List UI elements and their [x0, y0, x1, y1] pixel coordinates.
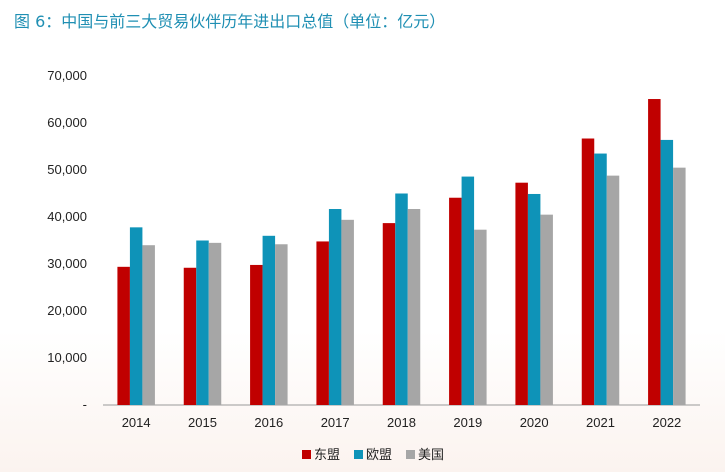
legend-swatch: [406, 450, 415, 459]
x-tick-label: 2016: [254, 415, 283, 430]
bar-东盟-2017: [316, 241, 329, 405]
bar-东盟-2021: [581, 138, 595, 405]
y-tick-label: 70,000: [47, 68, 87, 83]
bar-美国-2018: [407, 209, 421, 405]
x-tick-label: 2020: [520, 415, 549, 430]
legend-swatch: [354, 450, 363, 459]
y-tick-label: -: [83, 397, 87, 412]
bar-欧盟-2020: [527, 193, 541, 405]
x-tick-label: 2021: [586, 415, 615, 430]
x-tick-label: 2014: [122, 415, 151, 430]
bar-欧盟-2021: [594, 153, 607, 405]
x-axis-tick-labels: 2014 2015 2016 2017 2018 2019 2020 2021 2022: [122, 415, 682, 430]
y-tick-label: 20,000: [47, 303, 87, 318]
bar-美国-2015: [208, 242, 222, 405]
bar-美国-2020: [540, 214, 553, 405]
bar-欧盟-2016: [262, 235, 276, 405]
y-tick-label: 10,000: [47, 350, 87, 365]
legend-label: 美国: [418, 448, 444, 463]
bar-东盟-2014: [117, 266, 130, 405]
bar-欧盟-2018: [395, 193, 408, 405]
bar-东盟-2015: [183, 267, 197, 405]
bar-东盟-2022: [648, 99, 661, 405]
y-tick-label: 60,000: [47, 115, 87, 130]
bar-东盟-2016: [250, 264, 263, 405]
legend-label: 东盟: [314, 448, 340, 463]
y-tick-label: 40,000: [47, 209, 87, 224]
bar-东盟-2020: [515, 182, 528, 405]
bar-欧盟-2017: [328, 209, 342, 405]
y-tick-label: 30,000: [47, 256, 87, 271]
x-tick-label: 2019: [453, 415, 482, 430]
bar-东盟-2018: [382, 223, 396, 405]
x-tick-label: 2017: [321, 415, 350, 430]
legend: 东盟 欧盟 美国: [302, 448, 444, 463]
y-axis-tick-labels: - 10,000 20,000 30,000 40,000 50,000 60,000 70,…: [47, 68, 87, 412]
bar-美国-2014: [142, 245, 155, 405]
bar-美国-2019: [474, 229, 487, 405]
legend-label: 欧盟: [366, 448, 392, 463]
bar-欧盟-2015: [196, 240, 209, 405]
bar-欧盟-2014: [129, 227, 143, 405]
legend-swatch: [302, 450, 311, 459]
bar-美国-2016: [275, 244, 288, 405]
x-tick-label: 2015: [188, 415, 217, 430]
x-tick-label: 2018: [387, 415, 416, 430]
bar-欧盟-2019: [461, 176, 475, 405]
y-tick-label: 50,000: [47, 162, 87, 177]
bar-groups: [117, 99, 686, 406]
bar-美国-2022: [673, 167, 686, 405]
bar-美国-2017: [341, 219, 354, 405]
bar-美国-2021: [606, 175, 620, 405]
bar-东盟-2019: [449, 197, 462, 405]
figure-title: 图 6：中国与前三大贸易伙伴历年进出口总值（单位：亿元）: [14, 12, 446, 31]
bar-欧盟-2022: [660, 139, 674, 406]
x-tick-label: 2022: [652, 415, 681, 430]
